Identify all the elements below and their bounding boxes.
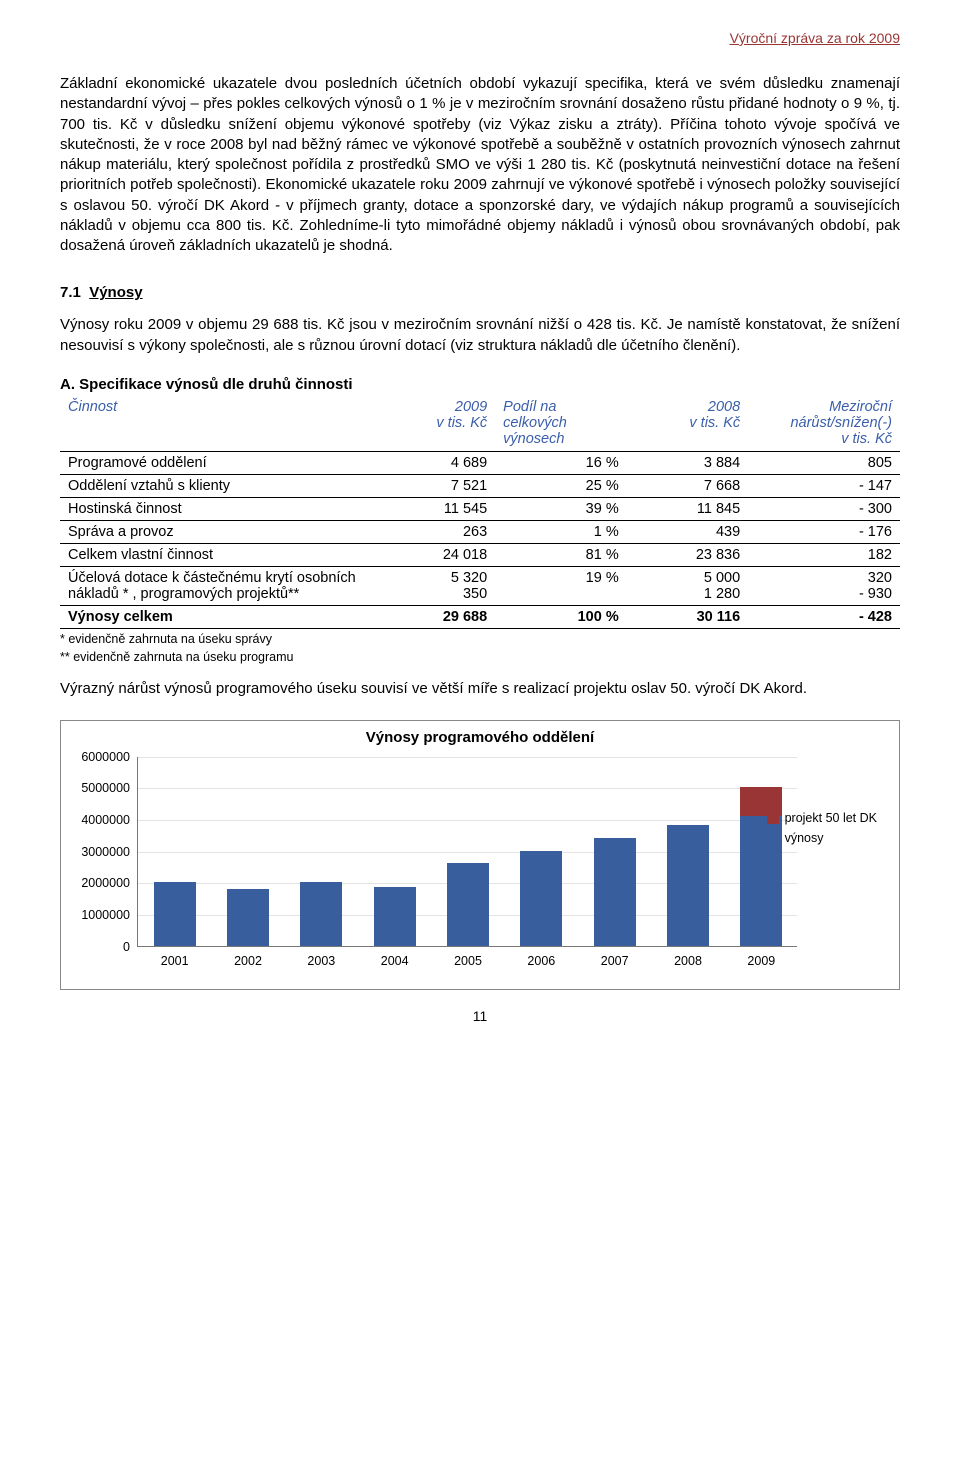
x-axis-label: 2005 bbox=[454, 954, 482, 968]
legend-swatch-icon bbox=[767, 832, 779, 844]
table-row: Oddělení vztahů s klienty 7 521 25 % 7 6… bbox=[60, 474, 900, 497]
th-activity: Činnost bbox=[60, 395, 374, 452]
x-axis-label: 2003 bbox=[307, 954, 335, 968]
table-row-total: Výnosy celkem 29 688 100 % 30 116 - 428 bbox=[60, 605, 900, 628]
legend-label: výnosy bbox=[785, 831, 824, 845]
section-7-1-title: 7.1 Výnosy bbox=[60, 284, 900, 301]
chart-bar bbox=[447, 863, 489, 945]
legend-swatch-icon bbox=[767, 812, 779, 824]
chart-bar bbox=[520, 851, 562, 946]
chart-bar bbox=[227, 889, 269, 946]
table-row: Správa a provoz 263 1 % 439 - 176 bbox=[60, 520, 900, 543]
y-axis-label: 0 bbox=[68, 940, 130, 954]
chart-title: Výnosy programového oddělení bbox=[65, 729, 895, 746]
table-row: Celkem vlastní činnost 24 018 81 % 23 83… bbox=[60, 543, 900, 566]
legend-item: projekt 50 let DK bbox=[767, 811, 877, 825]
page-number: 11 bbox=[60, 1008, 900, 1024]
x-axis-label: 2008 bbox=[674, 954, 702, 968]
th-2009: 2009v tis. Kč bbox=[374, 395, 495, 452]
x-axis-label: 2007 bbox=[601, 954, 629, 968]
chart-legend: projekt 50 let DK výnosy bbox=[767, 811, 877, 851]
x-axis-label: 2002 bbox=[234, 954, 262, 968]
table-row: Účelová dotace k částečnému krytí osobní… bbox=[60, 566, 900, 605]
footnote-2: ** evidenčně zahrnuta na úseku programu bbox=[60, 649, 900, 665]
y-axis-label: 2000000 bbox=[68, 876, 130, 890]
th-delta: Meziročnínárůst/snížen(-)v tis. Kč bbox=[748, 395, 900, 452]
paragraph-1: Základní ekonomické ukazatele dvou posle… bbox=[60, 74, 900, 256]
footnote-1: * evidenčně zahrnuta na úseku správy bbox=[60, 631, 900, 647]
th-2008: 2008v tis. Kč bbox=[627, 395, 748, 452]
y-axis-label: 4000000 bbox=[68, 813, 130, 827]
section-number: 7.1 bbox=[60, 284, 81, 301]
chart-bar bbox=[154, 882, 196, 945]
y-axis-label: 1000000 bbox=[68, 908, 130, 922]
legend-label: projekt 50 let DK bbox=[785, 811, 877, 825]
x-axis-label: 2009 bbox=[747, 954, 775, 968]
subsection-a-title: A. Specifikace výnosů dle druhů činnosti bbox=[60, 376, 900, 393]
x-axis-label: 2006 bbox=[527, 954, 555, 968]
chart-plot-area: 0100000020000003000000400000050000006000… bbox=[137, 757, 797, 947]
y-axis-label: 6000000 bbox=[68, 750, 130, 764]
legend-item: výnosy bbox=[767, 831, 877, 845]
paragraph-3: Výrazný nárůst výnosů programového úseku… bbox=[60, 679, 900, 699]
section-text: Výnosy bbox=[89, 284, 142, 301]
revenue-table: Činnost 2009v tis. Kč Podíl nacelkovýchv… bbox=[60, 395, 900, 629]
chart-bar bbox=[300, 882, 342, 945]
x-axis-label: 2004 bbox=[381, 954, 409, 968]
table-row: Programové oddělení 4 689 16 % 3 884 805 bbox=[60, 451, 900, 474]
chart-bar bbox=[594, 838, 636, 946]
y-axis-label: 3000000 bbox=[68, 845, 130, 859]
th-share: Podíl nacelkovýchvýnosech bbox=[495, 395, 627, 452]
x-axis-label: 2001 bbox=[161, 954, 189, 968]
chart-container: Výnosy programového oddělení 01000000200… bbox=[60, 720, 900, 990]
chart-bar bbox=[374, 887, 416, 946]
y-axis-label: 5000000 bbox=[68, 781, 130, 795]
chart-bar bbox=[667, 825, 709, 945]
table-row: Hostinská činnost 11 545 39 % 11 845 - 3… bbox=[60, 497, 900, 520]
paragraph-2: Výnosy roku 2009 v objemu 29 688 tis. Kč… bbox=[60, 315, 900, 356]
page-header: Výroční zpráva za rok 2009 bbox=[60, 30, 900, 46]
